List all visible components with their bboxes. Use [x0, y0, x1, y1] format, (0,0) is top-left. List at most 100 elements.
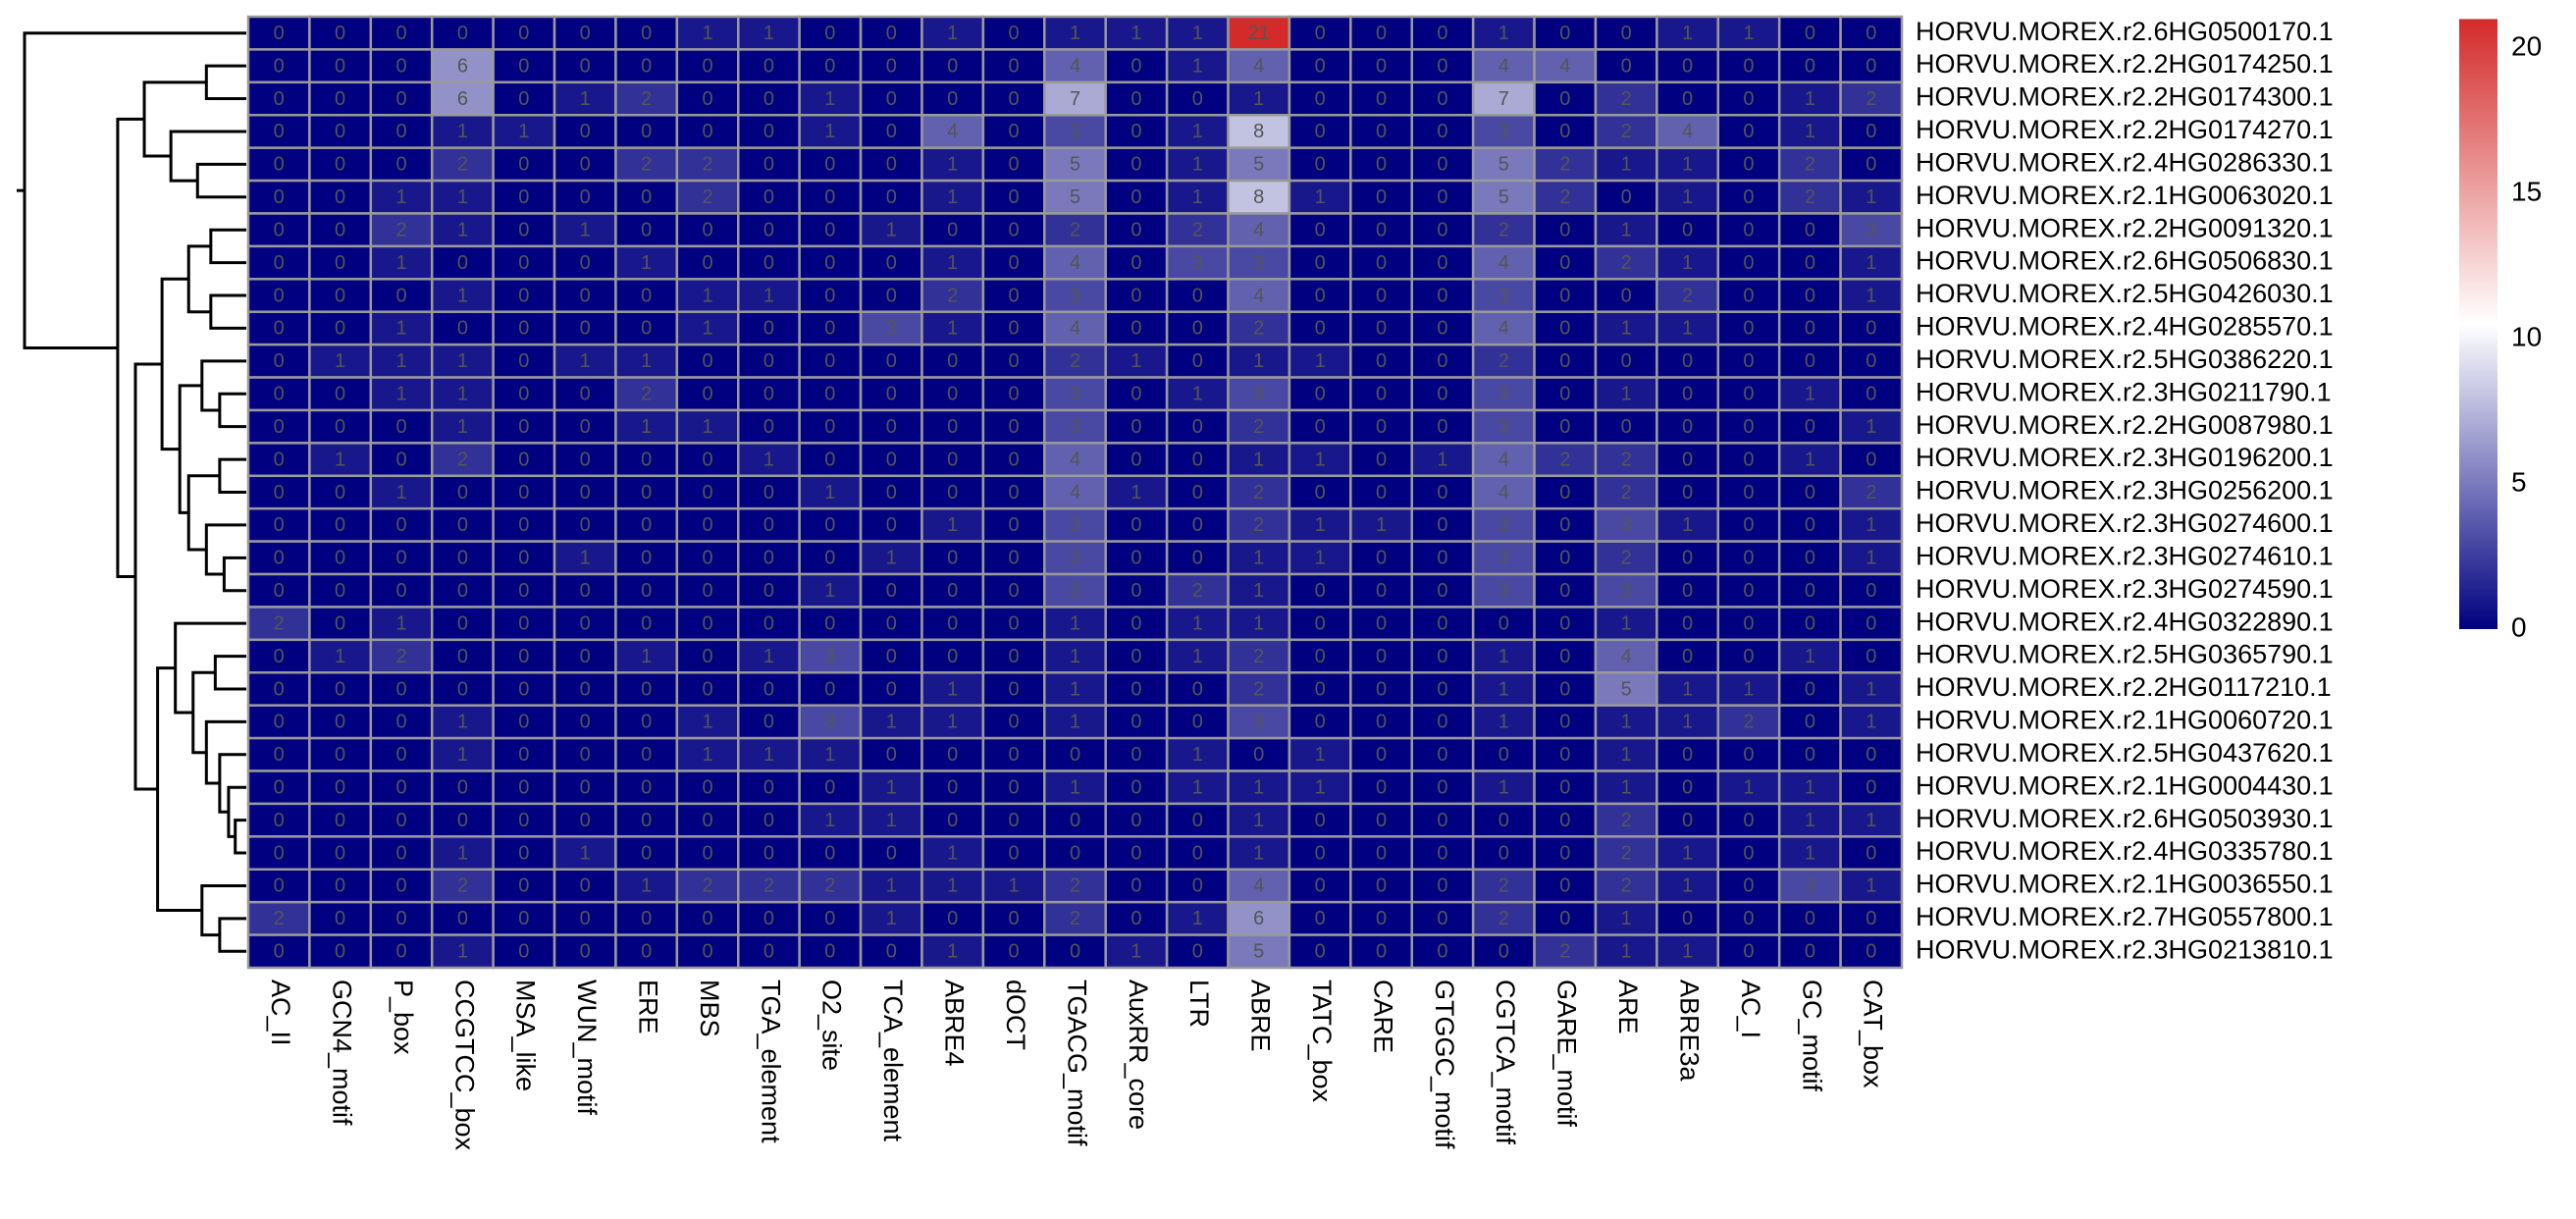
cell-value: 0 — [641, 678, 652, 700]
cell-value: 1 — [641, 416, 652, 438]
cell — [1716, 179, 1781, 215]
cell — [1288, 376, 1352, 412]
cell-value: 1 — [1621, 712, 1632, 733]
cell-value: 1 — [1253, 842, 1264, 864]
cell — [430, 474, 495, 510]
cell-value: 1 — [1315, 744, 1326, 766]
cell — [675, 868, 740, 904]
cell-value: 0 — [274, 55, 285, 77]
cell-value: 0 — [702, 350, 712, 372]
cell-value: 0 — [335, 416, 345, 438]
cell-value: 0 — [274, 777, 285, 799]
row-label: HORVU.MOREX.r2.4HG0286330.1 — [1916, 147, 2334, 177]
cell — [614, 244, 679, 281]
row-label: HORVU.MOREX.r2.3HG0274610.1 — [1916, 541, 2334, 570]
cell-value: 0 — [1743, 744, 1754, 766]
cell-value: 0 — [1437, 23, 1447, 44]
cell-value: 0 — [1559, 678, 1570, 700]
cell-value: 0 — [1805, 285, 1815, 306]
cell — [1839, 80, 1904, 117]
cell-value: 3 — [1253, 712, 1264, 733]
cell-value: 0 — [1805, 908, 1815, 929]
cell-value: 0 — [518, 842, 529, 864]
cell-value: 1 — [1192, 154, 1203, 176]
cell-value: 5 — [1070, 154, 1080, 176]
cell — [308, 540, 373, 576]
cell-value: 0 — [518, 548, 529, 569]
cell — [1656, 900, 1720, 936]
cell-value: 2 — [457, 875, 468, 897]
cell-value: 0 — [274, 23, 285, 44]
cell-value: 1 — [824, 580, 835, 602]
cell-value: 0 — [1009, 121, 1020, 142]
cell-value: 0 — [518, 875, 529, 897]
cell-value: 0 — [641, 121, 652, 142]
cell — [1288, 113, 1352, 149]
cell-value: 0 — [335, 219, 345, 240]
cell-value: 2 — [1866, 88, 1876, 110]
column-label: CGTCA_motif — [1491, 980, 1520, 1145]
cell-value: 7 — [1498, 88, 1509, 110]
cell — [1777, 343, 1842, 379]
cell-value: 0 — [580, 23, 591, 44]
cell-value: 3 — [1253, 384, 1264, 405]
cell-value: 2 — [1070, 219, 1080, 240]
cell-value: 0 — [335, 908, 345, 929]
cell-value: 1 — [1498, 646, 1509, 667]
cell-value: 0 — [886, 55, 897, 77]
cell — [981, 278, 1046, 313]
cell-value: 1 — [1315, 449, 1326, 470]
cell-value: 1 — [1070, 712, 1080, 733]
cell — [308, 376, 373, 412]
cell — [1288, 80, 1352, 117]
cell-value: 0 — [274, 514, 285, 536]
cell-value: 0 — [1130, 252, 1141, 274]
cell-value: 1 — [1253, 449, 1264, 470]
cell — [1227, 310, 1291, 346]
cell-value: 0 — [1376, 285, 1387, 306]
cell-value: 0 — [1743, 449, 1754, 470]
cell-value: 0 — [641, 514, 652, 536]
cell-value: 0 — [457, 580, 468, 602]
cell — [920, 736, 985, 772]
cell-value: 1 — [1315, 548, 1326, 569]
cell-value: 0 — [335, 384, 345, 405]
cell-value: 1 — [886, 712, 897, 733]
cell — [1533, 506, 1598, 543]
cell-value: 0 — [1437, 580, 1447, 602]
cell-value: 0 — [824, 154, 835, 176]
colorbar-tick-label: 0 — [2511, 611, 2527, 642]
cell — [675, 244, 740, 281]
cell-value: 0 — [641, 712, 652, 733]
cell — [1043, 146, 1107, 183]
cell-value: 0 — [702, 908, 712, 929]
cell-value: 0 — [1559, 121, 1570, 142]
cell-value: 0 — [274, 219, 285, 240]
cell-value: 0 — [1130, 186, 1141, 208]
cell-value: 0 — [1376, 186, 1387, 208]
cell-value: 0 — [1376, 842, 1387, 864]
cell-value: 0 — [763, 121, 774, 142]
cell-value: 3 — [824, 712, 835, 733]
cell — [1165, 835, 1230, 872]
cell-value: 0 — [518, 908, 529, 929]
cell-value: 0 — [641, 777, 652, 799]
cell-value: 1 — [1866, 186, 1876, 208]
cell-value: 0 — [1743, 186, 1754, 208]
cell — [1471, 48, 1536, 84]
cell — [1165, 933, 1230, 970]
cell-value: 0 — [824, 285, 835, 306]
cell-value: 0 — [1437, 186, 1447, 208]
row-label: HORVU.MOREX.r2.2HG0174270.1 — [1916, 115, 2334, 144]
cell — [1656, 769, 1720, 806]
cell-value: 0 — [824, 23, 835, 44]
cell-value: 0 — [580, 121, 591, 142]
cell-value: 0 — [518, 416, 529, 438]
cell-value: 2 — [1559, 449, 1570, 470]
column-label: TATC_box — [1307, 980, 1337, 1103]
cell-value: 0 — [763, 219, 774, 240]
cell-value: 1 — [1805, 810, 1815, 831]
cell-value: 0 — [580, 482, 591, 504]
cell-value: 0 — [1559, 514, 1570, 536]
cell — [369, 310, 434, 346]
